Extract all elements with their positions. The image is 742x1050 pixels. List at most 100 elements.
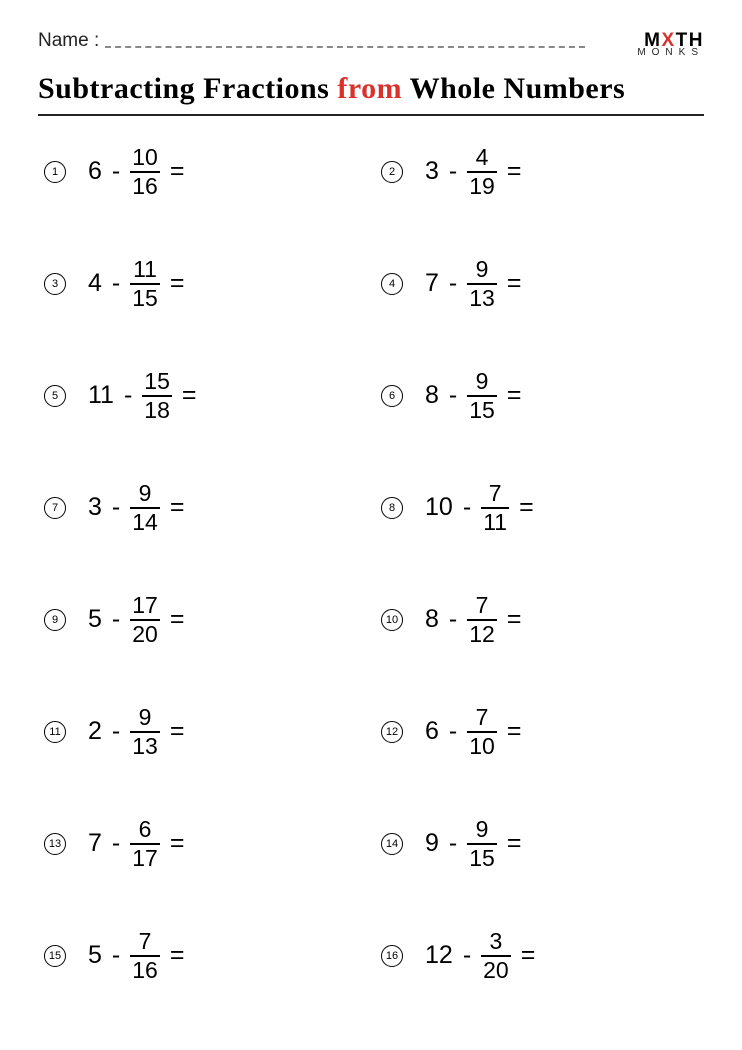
minus-sign: -	[449, 717, 457, 746]
fraction: 419	[467, 144, 497, 200]
minus-sign: -	[463, 493, 471, 522]
numerator: 15	[142, 368, 172, 395]
fraction: 915	[467, 368, 497, 424]
minus-sign: -	[124, 381, 132, 410]
problem-number: 7	[44, 497, 66, 519]
name-field: Name :	[38, 30, 585, 52]
equals-sign: =	[519, 493, 534, 522]
expression: 3-419=	[425, 144, 521, 200]
fraction: 1518	[142, 368, 172, 424]
title-part1: Subtracting Fractions	[38, 72, 329, 105]
equals-sign: =	[170, 941, 185, 970]
fraction: 913	[467, 256, 497, 312]
denominator: 11	[481, 509, 509, 536]
denominator: 15	[467, 845, 497, 872]
expression: 10-711=	[425, 480, 534, 536]
whole-number: 6	[88, 157, 102, 186]
denominator: 12	[467, 621, 497, 648]
problem-number: 5	[44, 385, 66, 407]
expression: 5-1720=	[88, 592, 184, 648]
problem-number: 2	[381, 161, 403, 183]
problem: 10 8-712=	[381, 592, 698, 648]
expression: 7-913=	[425, 256, 521, 312]
numerator: 9	[137, 480, 154, 507]
fraction: 617	[130, 816, 160, 872]
expression: 3-914=	[88, 480, 184, 536]
problem: 810-711=	[381, 480, 698, 536]
whole-number: 7	[425, 269, 439, 298]
minus-sign: -	[112, 605, 120, 634]
name-label: Name :	[38, 30, 99, 52]
denominator: 18	[142, 397, 172, 424]
numerator: 4	[474, 144, 491, 171]
numerator: 10	[130, 144, 160, 171]
expression: 8-712=	[425, 592, 521, 648]
minus-sign: -	[449, 829, 457, 858]
expression: 5-716 =	[88, 928, 184, 984]
problem: 73-914=	[44, 480, 361, 536]
problem-number: 3	[44, 273, 66, 295]
logo: MXTH MONKS	[637, 31, 704, 58]
fraction: 1115	[130, 256, 160, 312]
minus-sign: -	[449, 605, 457, 634]
whole-number: 2	[88, 717, 102, 746]
worksheet-title: Subtracting Fractions from Whole Numbers	[38, 70, 704, 108]
whole-number: 4	[88, 269, 102, 298]
denominator: 15	[467, 397, 497, 424]
problem-number: 12	[381, 721, 403, 743]
problem-number: 4	[381, 273, 403, 295]
minus-sign: -	[449, 269, 457, 298]
problem: 5 11-1518=	[44, 368, 361, 424]
problem-number: 11	[44, 721, 66, 743]
denominator: 10	[467, 733, 497, 760]
problem-number: 8	[381, 497, 403, 519]
problem: 137-617=	[44, 816, 361, 872]
expression: 8-915=	[425, 368, 521, 424]
denominator: 20	[130, 621, 160, 648]
minus-sign: -	[112, 829, 120, 858]
equals-sign: =	[507, 157, 522, 186]
fraction: 1720	[130, 592, 160, 648]
numerator: 9	[137, 704, 154, 731]
numerator: 7	[474, 704, 491, 731]
minus-sign: -	[112, 269, 120, 298]
equals-sign: =	[170, 717, 185, 746]
equals-sign: =	[521, 941, 536, 970]
problem: 149-915=	[381, 816, 698, 872]
title-part3: Whole Numbers	[410, 72, 626, 105]
problem: 1612-320=	[381, 928, 698, 984]
denominator: 16	[130, 173, 160, 200]
equals-sign: =	[507, 717, 522, 746]
whole-number: 5	[88, 941, 102, 970]
denominator: 15	[130, 285, 160, 312]
problem-number: 9	[44, 609, 66, 631]
problem-number: 16	[381, 945, 403, 967]
equals-sign: =	[170, 269, 185, 298]
fraction: 913	[130, 704, 160, 760]
problem: 68-915=	[381, 368, 698, 424]
whole-number: 3	[425, 157, 439, 186]
problem: 16-1016=	[44, 144, 361, 200]
problem: 9 5-1720=	[44, 592, 361, 648]
numerator: 17	[130, 592, 160, 619]
numerator: 11	[131, 256, 159, 283]
equals-sign: =	[170, 157, 185, 186]
minus-sign: -	[112, 941, 120, 970]
logo-bottom: MONKS	[637, 48, 704, 58]
fraction: 711	[481, 480, 509, 536]
equals-sign: =	[170, 493, 185, 522]
numerator: 9	[474, 368, 491, 395]
denominator: 13	[130, 733, 160, 760]
problem: 126-710=	[381, 704, 698, 760]
problem-number: 1	[44, 161, 66, 183]
problem-number: 10	[381, 609, 403, 631]
equals-sign: =	[170, 829, 185, 858]
problem: 34-1115 =	[44, 256, 361, 312]
fraction: 716	[130, 928, 160, 984]
numerator: 7	[137, 928, 154, 955]
whole-number: 5	[88, 605, 102, 634]
fraction: 914	[130, 480, 160, 536]
problem-grid: 16-1016=23-419=34-1115=47-913=511-1518=6…	[38, 144, 704, 984]
minus-sign: -	[112, 157, 120, 186]
expression: 11-1518=	[88, 368, 196, 424]
